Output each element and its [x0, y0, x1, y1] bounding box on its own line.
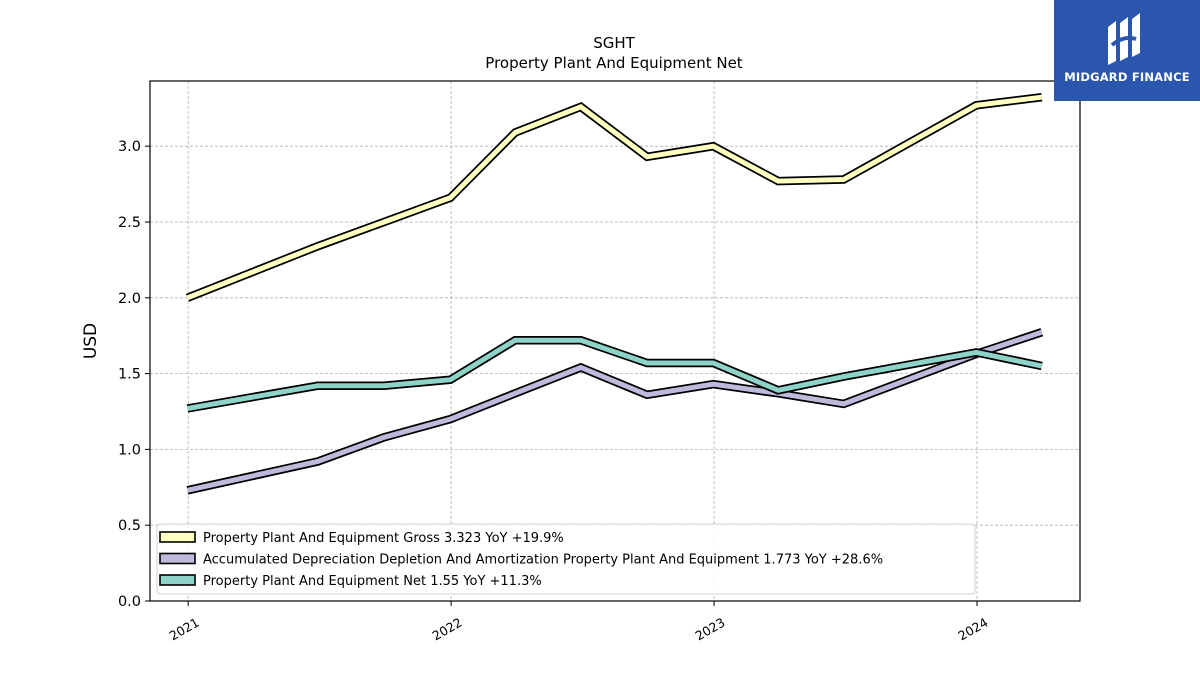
- plot-frame: [149, 80, 1081, 602]
- brand-name: MIDGARD FINANCE: [1064, 70, 1190, 84]
- y-axis: 0.0 0.5 1.0 1.5 2.0 2.5 3.0: [118, 139, 150, 610]
- legend-swatch-1: [159, 531, 196, 543]
- series-line-1: [186, 94, 1043, 301]
- legend-box: [156, 523, 976, 595]
- chart-title: SGHT: [593, 34, 635, 52]
- y-tick-label: 1.0: [118, 442, 141, 458]
- legend-swatch-3: [159, 574, 196, 586]
- chart-subtitle: Property Plant And Equipment Net: [485, 54, 742, 72]
- legend-label-1: Property Plant And Equipment Gross 3.323…: [203, 531, 564, 546]
- series-outline-1: [185, 92, 1043, 302]
- y-tick-label: 0.5: [118, 518, 141, 534]
- legend: Property Plant And Equipment Gross 3.323…: [156, 523, 976, 595]
- y-tick-label: 0.0: [118, 594, 141, 610]
- series-lines: [185, 92, 1044, 495]
- x-tick-label: 2022: [430, 615, 465, 644]
- y-tick-label: 2.5: [118, 215, 141, 231]
- x-tick-label: 2024: [955, 615, 990, 644]
- series-line-3: [187, 337, 1043, 411]
- y-tick-label: 1.5: [118, 367, 141, 383]
- series-line-2: [186, 329, 1043, 493]
- y-tick-label: 2.0: [118, 291, 141, 307]
- legend-label-3: Property Plant And Equipment Net 1.55 Yo…: [203, 574, 542, 589]
- x-tick-label: 2023: [693, 615, 728, 644]
- brand-mark-icon: [1108, 13, 1140, 65]
- grid: [150, 81, 1080, 601]
- legend-swatch-2: [159, 552, 196, 565]
- x-tick-label: 2021: [167, 615, 202, 644]
- x-axis: 2021 2022 2023 2024: [167, 601, 991, 644]
- legend-label-2: Accumulated Depreciation Depletion And A…: [203, 553, 883, 568]
- y-axis-label: USD: [81, 323, 101, 359]
- brand-logo: MIDGARD FINANCE: [1054, 0, 1200, 101]
- y-tick-label: 3.0: [118, 139, 141, 155]
